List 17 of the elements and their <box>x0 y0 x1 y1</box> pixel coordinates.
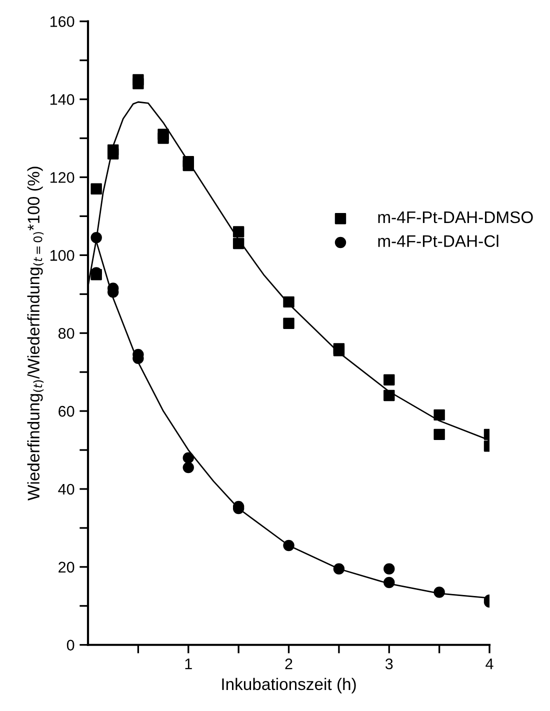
y-tick-label: 100 <box>50 250 74 261</box>
y-tick-label: 0 <box>66 640 74 651</box>
x-tick-label: 3 <box>385 658 393 670</box>
x-tick-label: 2 <box>285 658 292 670</box>
y-tick-label: 140 <box>50 94 74 105</box>
y-tick-label: 160 <box>50 16 74 28</box>
x-tick-label: 1 <box>185 658 192 670</box>
y-tick-label: 20 <box>58 562 74 573</box>
y-tick-label: 80 <box>58 328 74 339</box>
x-axis-title: Inkubationszeit (h) <box>222 678 356 694</box>
x-tick-label: 4 <box>486 658 494 670</box>
legend-label: m-4F-Pt-DAH-DMSO <box>378 211 533 224</box>
y-tick-label: 120 <box>50 172 74 183</box>
y-tick-label: 40 <box>58 484 74 495</box>
y-axis-title: Wiederfindung$_{(t)}$/Wiederfindung$_{(t=0)}$*100 (%) <box>27 166 44 500</box>
y-tick-label: 60 <box>58 406 74 417</box>
legend-label: m-4F-Pt-DAH-Cl <box>378 234 498 248</box>
